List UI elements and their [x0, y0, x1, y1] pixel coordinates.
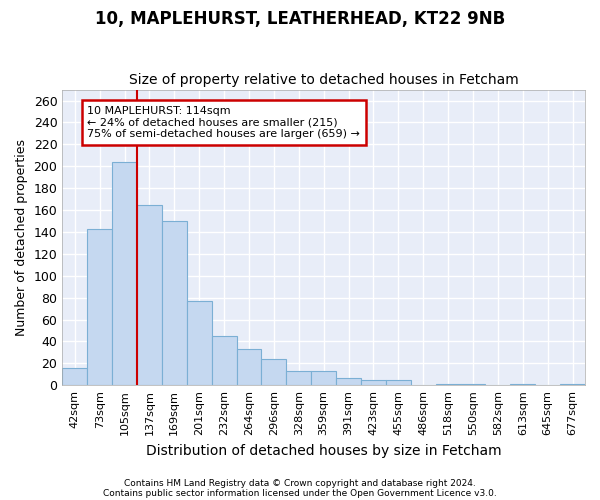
Bar	[436, 384, 461, 386]
Bar	[137, 204, 162, 386]
Bar	[560, 384, 585, 386]
Bar	[262, 359, 286, 386]
Title: Size of property relative to detached houses in Fetcham: Size of property relative to detached ho…	[129, 73, 518, 87]
Bar	[62, 368, 87, 386]
Bar	[461, 384, 485, 386]
Bar	[511, 384, 535, 386]
Text: Contains public sector information licensed under the Open Government Licence v3: Contains public sector information licen…	[103, 488, 497, 498]
Bar	[187, 301, 212, 386]
Bar	[236, 349, 262, 386]
Bar	[112, 162, 137, 386]
Bar	[87, 228, 112, 386]
Bar	[386, 380, 411, 386]
Text: 10, MAPLEHURST, LEATHERHEAD, KT22 9NB: 10, MAPLEHURST, LEATHERHEAD, KT22 9NB	[95, 10, 505, 28]
Bar	[212, 336, 236, 386]
Bar	[311, 371, 336, 386]
Text: Contains HM Land Registry data © Crown copyright and database right 2024.: Contains HM Land Registry data © Crown c…	[124, 478, 476, 488]
Bar	[361, 380, 386, 386]
Text: 10 MAPLEHURST: 114sqm
← 24% of detached houses are smaller (215)
75% of semi-det: 10 MAPLEHURST: 114sqm ← 24% of detached …	[87, 106, 360, 139]
X-axis label: Distribution of detached houses by size in Fetcham: Distribution of detached houses by size …	[146, 444, 502, 458]
Bar	[162, 221, 187, 386]
Bar	[336, 378, 361, 386]
Bar	[286, 371, 311, 386]
Y-axis label: Number of detached properties: Number of detached properties	[15, 139, 28, 336]
